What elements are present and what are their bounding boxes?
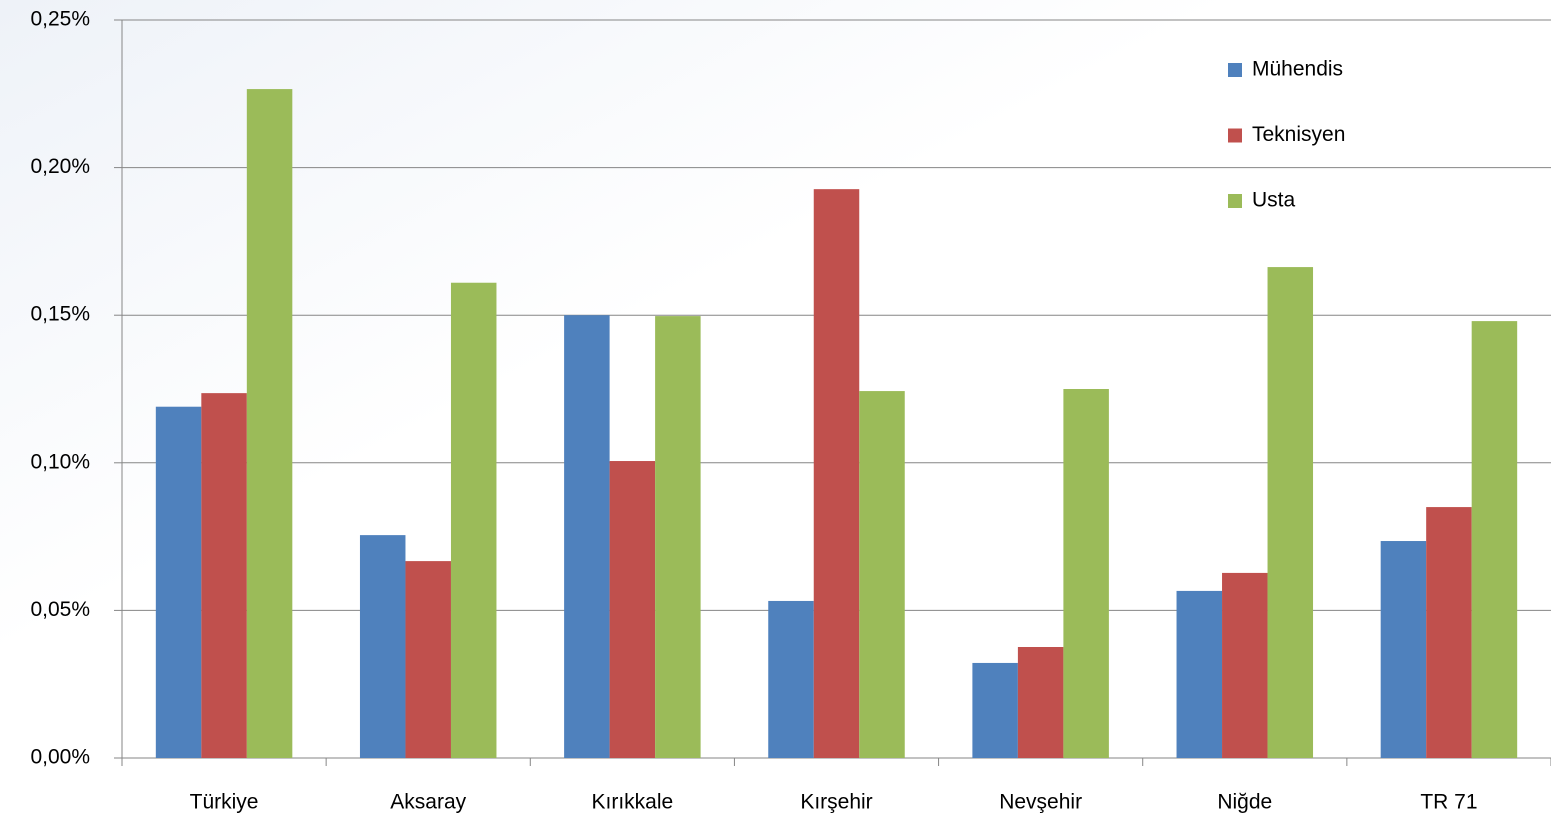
- x-tick-label: Kırşehir: [800, 791, 872, 814]
- x-tick-label: TR 71: [1420, 791, 1477, 814]
- bar: [1426, 507, 1472, 758]
- y-tick-label: 0,05%: [30, 598, 90, 621]
- x-tick-label: Kırıkkale: [592, 791, 674, 814]
- x-tick-label: Niğde: [1217, 791, 1272, 814]
- bar: [201, 393, 247, 758]
- y-tick-label: 0,00%: [30, 746, 90, 769]
- bar: [1267, 267, 1314, 758]
- bar: [405, 561, 451, 758]
- bar: [813, 189, 860, 758]
- bar: [246, 89, 293, 759]
- legend-label: Usta: [1252, 189, 1296, 212]
- bar: [564, 315, 610, 758]
- bar: [1471, 321, 1518, 758]
- y-tick-label: 0,20%: [30, 155, 90, 178]
- x-tick-label: Nevşehir: [999, 791, 1082, 814]
- bar: [768, 600, 814, 758]
- bar: [1017, 647, 1064, 758]
- bar: [655, 316, 701, 758]
- legend-swatch: [1228, 128, 1242, 143]
- legend-swatch: [1228, 194, 1242, 208]
- bar: [972, 662, 1018, 758]
- bar: [1176, 590, 1223, 758]
- bar: [1380, 541, 1427, 758]
- bar: [450, 282, 497, 758]
- bar: [609, 461, 656, 758]
- y-tick-label: 0,10%: [30, 450, 90, 473]
- bar: [1063, 389, 1109, 758]
- legend-label: Mühendis: [1252, 58, 1343, 81]
- x-tick-label: Türkiye: [190, 791, 259, 814]
- y-tick-label: 0,15%: [30, 303, 90, 326]
- legend-swatch: [1228, 63, 1242, 77]
- bar: [1222, 572, 1268, 758]
- legend-label: Teknisyen: [1252, 123, 1345, 146]
- y-tick-label: 0,25%: [30, 8, 90, 31]
- bar: [359, 535, 406, 758]
- x-tick-label: Aksaray: [390, 791, 466, 814]
- bar: [155, 406, 202, 758]
- bar: [859, 391, 905, 758]
